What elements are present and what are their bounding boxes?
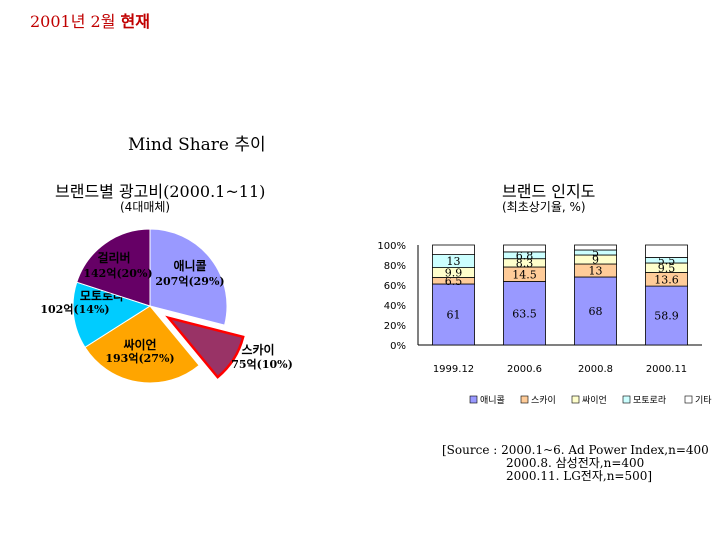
- bar-data-label: 9.5: [658, 262, 676, 275]
- bar-segment: [574, 276, 617, 346]
- source-line-2: 2000.8. 삼성전자,n=400: [506, 456, 645, 470]
- legend-label: 싸이언: [582, 394, 607, 406]
- y-tick-label: 20%: [384, 321, 406, 332]
- y-tick-label: 80%: [384, 261, 406, 272]
- pie-slice: [72, 281, 152, 348]
- y-tick-label: 0%: [390, 341, 406, 352]
- pie-slice-value: 193억(27%): [105, 352, 174, 365]
- pie-slice: [76, 228, 151, 307]
- legend-swatch: [684, 395, 693, 404]
- pie-slice-value: 102억(14%): [40, 303, 109, 316]
- bar-data-label: 13.6: [654, 273, 679, 286]
- pie-chart: 애니콜207억(29%)스카이75억(10%)싸이언193억(27%)모토로라1…: [40, 228, 293, 384]
- y-tick-label: 60%: [384, 281, 406, 292]
- pie-slice-value: 207억(29%): [155, 275, 224, 288]
- bar-data-label: 9.9: [445, 267, 463, 280]
- bar-data-label: 68: [589, 305, 603, 318]
- x-tick-label: 2000.6: [507, 364, 542, 375]
- legend-swatch: [520, 395, 529, 404]
- bar-data-label: 5: [592, 247, 599, 260]
- source-line-3: 2000.11. LG전자,n=500]: [506, 469, 653, 483]
- bar-segment: [432, 283, 475, 346]
- x-tick-label: 1999.12: [433, 364, 474, 375]
- pie-slice-name: 걸리버: [97, 250, 130, 265]
- legend-label: 스카이: [531, 395, 556, 406]
- pie-slice: [149, 228, 228, 326]
- legend-swatch: [469, 395, 478, 404]
- source-line-1: [Source : 2000.1~6. Ad Power Index,n=400: [442, 443, 709, 457]
- pie-slice-name: 싸이언: [123, 337, 156, 352]
- legend-label: 모토로라: [633, 395, 667, 406]
- bar-data-label: 63.5: [512, 307, 537, 320]
- pie-slice: [84, 305, 200, 384]
- source-note: [Source : 2000.1~6. Ad Power Index,n=400…: [442, 443, 709, 483]
- section-heading: Mind Share 추이: [128, 135, 266, 155]
- x-tick-label: 2000.8: [578, 364, 613, 375]
- bar-segment: [645, 244, 688, 258]
- x-tick-label: 2000.11: [646, 364, 687, 375]
- bar-chart-subtitle: (최초상기율, %): [502, 200, 586, 214]
- stacked-bar-chart: 0%20%40%60%80%100%616.59.9131999.1263.51…: [377, 241, 712, 406]
- bar-data-label: 13: [447, 255, 461, 268]
- pie-slice-name: 애니콜: [173, 258, 206, 273]
- pie-chart-title: 브랜드별 광고비(2000.1~11): [55, 182, 266, 201]
- pie-slice: [165, 315, 245, 379]
- slide-title-date: 2001년 2월: [30, 12, 116, 31]
- bar-data-label: 8.3: [516, 257, 534, 270]
- bar-data-label: 61: [447, 309, 461, 322]
- slide-title-emphasis: 현재: [120, 12, 150, 31]
- bar-data-label: 6.5: [445, 275, 463, 288]
- pie-slice-name: 스카이: [241, 342, 274, 357]
- bar-data-label: 6.8: [516, 249, 534, 262]
- bar-segment: [645, 285, 688, 346]
- y-tick-label: 100%: [377, 241, 406, 252]
- legend-label: 기타: [695, 395, 712, 406]
- bar-segment: [503, 281, 546, 346]
- legend-swatch: [571, 395, 580, 404]
- legend-label: 애니콜: [480, 395, 505, 406]
- bar-segment: [503, 244, 546, 253]
- bar-data-label: 9: [592, 254, 599, 267]
- bar-data-label: 13: [589, 265, 603, 278]
- slide-title: 2001년 2월 현재: [30, 8, 150, 32]
- bar-data-label: 14.5: [512, 268, 537, 281]
- y-tick-label: 40%: [384, 301, 406, 312]
- bar-chart-title: 브랜드 인지도: [502, 182, 596, 201]
- bar-segment: [574, 244, 617, 251]
- bar-data-label: 58.9: [654, 310, 679, 323]
- pie-slice-value: 142억(20%): [83, 267, 152, 280]
- pie-slice-value: 75억(10%): [231, 358, 293, 371]
- legend-swatch: [622, 395, 631, 404]
- pie-chart-subtitle: (4대매체): [120, 200, 171, 214]
- bar-segment: [432, 244, 475, 256]
